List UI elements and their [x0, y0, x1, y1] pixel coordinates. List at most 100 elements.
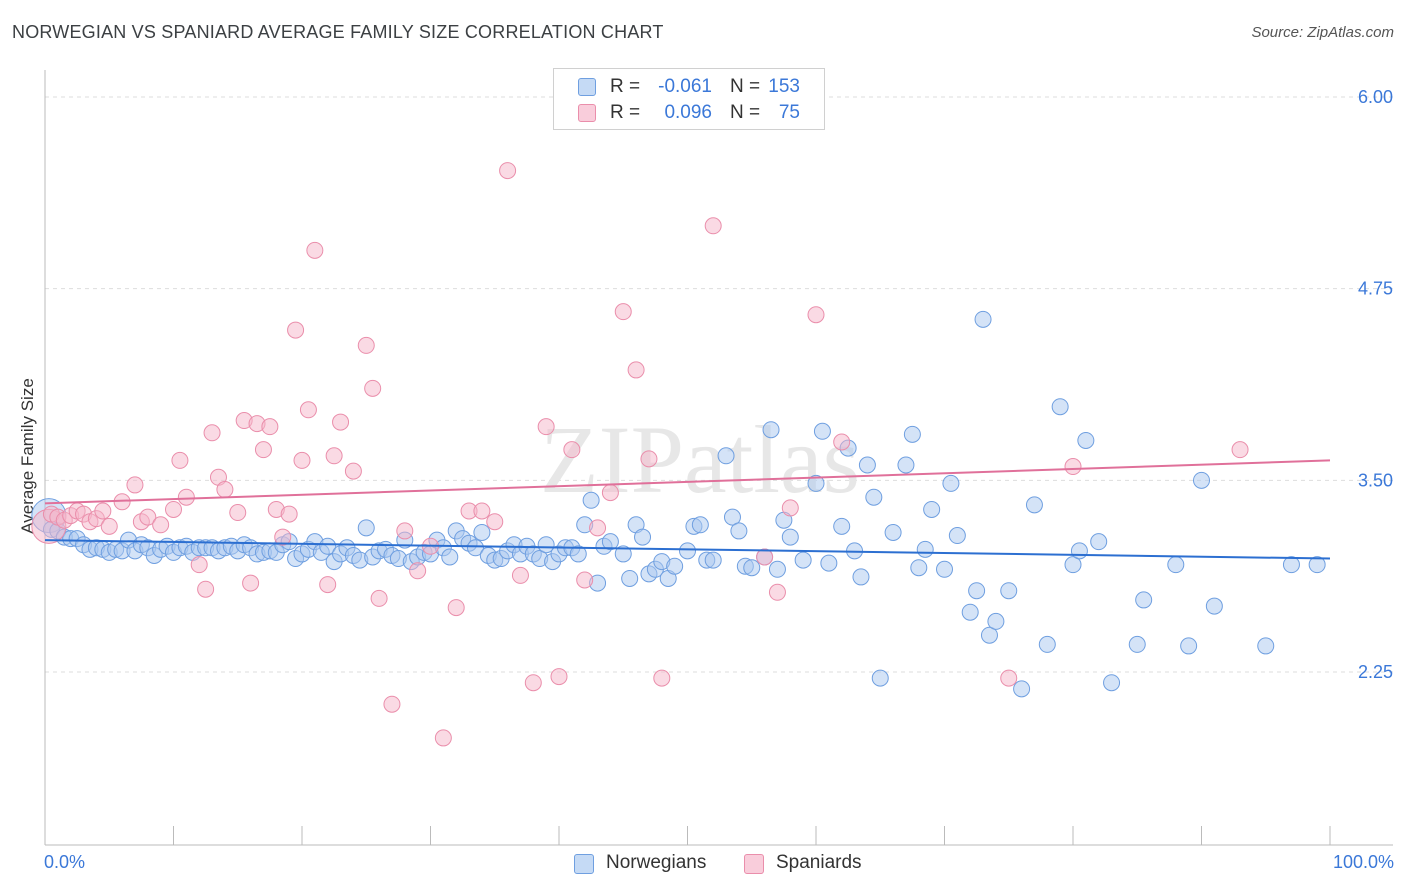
spaniards-point [190, 556, 208, 574]
norwegians-point [582, 491, 600, 509]
legend-swatch-blue [578, 78, 596, 96]
spaniards-point [287, 321, 305, 339]
spaniards-point [216, 481, 234, 499]
legend-swatch-pink [578, 104, 596, 122]
norwegians-point [884, 523, 902, 541]
norwegians-point [781, 528, 799, 546]
axes [44, 70, 1393, 846]
norwegians-point [1000, 582, 1018, 600]
y-tick-label: 3.50 [1358, 470, 1393, 490]
spaniards-point [781, 499, 799, 517]
norwegians-point [948, 527, 966, 545]
spaniards-point [1064, 458, 1082, 476]
legend-label-spaniards: Spaniards [776, 852, 862, 873]
spaniards-point [473, 502, 491, 520]
spaniards-point [1000, 669, 1018, 687]
spaniards-point [370, 589, 388, 607]
legend-r-label: R = [610, 102, 641, 123]
spaniards-point [344, 462, 362, 480]
spaniards-point [589, 519, 607, 537]
spaniards-point [325, 447, 343, 465]
spaniards-point [261, 418, 279, 436]
spaniards-point [165, 500, 182, 518]
norwegians-point [916, 540, 934, 558]
spaniards-point [537, 418, 555, 436]
x-tick-label-min: 0.0% [44, 852, 86, 872]
spaniards-point [364, 379, 382, 397]
spaniards-point [396, 522, 414, 540]
spaniards-point [653, 669, 671, 687]
spaniards-point [139, 508, 157, 526]
spaniards-point [807, 306, 825, 324]
spaniards-point [306, 241, 324, 259]
spaniards-point [94, 502, 112, 520]
norwegians-point [1077, 431, 1095, 449]
spaniards-point [100, 517, 118, 535]
spaniards-point [126, 476, 144, 494]
norwegians-point [813, 422, 831, 440]
legend-label-norwegians: Norwegians [606, 852, 707, 873]
norwegians-point [980, 626, 998, 644]
legend-r-value: 0.096 [664, 102, 712, 123]
spaniards-point [242, 574, 260, 592]
spaniards-point [229, 504, 247, 522]
spaniards-point [357, 336, 375, 354]
norwegians-point [666, 557, 684, 575]
norwegians-point [1013, 680, 1031, 698]
spaniards-point [293, 451, 311, 469]
norwegians-point [569, 545, 587, 563]
norwegians-point [1064, 556, 1082, 574]
norwegians-point [923, 500, 941, 518]
legend-n-value: 75 [778, 102, 800, 123]
spaniards-trend-line [44, 459, 1331, 505]
norwegians-point [634, 528, 652, 546]
norwegians-point [852, 568, 870, 586]
norwegians-point [1135, 591, 1153, 609]
norwegians-point [987, 612, 1005, 630]
spaniards-point [640, 450, 658, 468]
norwegians-point [1051, 398, 1069, 416]
norwegians-point [441, 548, 459, 566]
spaniards-point [299, 401, 317, 419]
norwegians-point [717, 447, 735, 465]
legend-n-label: N = [730, 76, 761, 97]
spaniards-point [601, 484, 619, 502]
norwegians-point [910, 559, 928, 577]
data-points [31, 162, 1326, 747]
spaniards-point [197, 580, 215, 598]
spaniards-point [563, 441, 581, 459]
spaniards-point [1231, 441, 1249, 459]
norwegians-point [1103, 674, 1121, 692]
spaniards-point [486, 513, 504, 531]
norwegians-point [601, 533, 619, 551]
spaniards-point [576, 571, 594, 589]
norwegians-point [1180, 637, 1198, 655]
norwegians-point [691, 516, 709, 534]
norwegians-point [942, 474, 960, 492]
spaniards-point [704, 217, 722, 235]
spaniards-point [280, 505, 298, 523]
spaniards-point [833, 433, 851, 451]
trend-lines [44, 459, 1331, 560]
spaniards-point [203, 424, 221, 442]
norwegians-point [679, 542, 696, 560]
spaniards-point [274, 528, 292, 546]
norwegians-point [621, 569, 639, 587]
spaniards-point [768, 583, 786, 601]
norwegians-trend-line [44, 539, 1331, 560]
spaniards-point [447, 599, 465, 617]
norwegians-point [1308, 556, 1326, 574]
spaniards-point [383, 695, 401, 713]
spaniards-point [499, 162, 517, 180]
spaniards-point [332, 413, 350, 431]
spaniards-point [319, 576, 337, 594]
spaniards-point [550, 668, 568, 686]
spaniards-point [511, 566, 529, 584]
spaniards-point [614, 303, 632, 321]
y-tick-label: 4.75 [1358, 279, 1393, 299]
norwegians-point [936, 560, 953, 578]
norwegians-point [319, 537, 337, 555]
norwegians-point [1282, 556, 1300, 574]
y-tick-labels: 6.00 4.75 3.50 2.25 [1358, 87, 1393, 682]
